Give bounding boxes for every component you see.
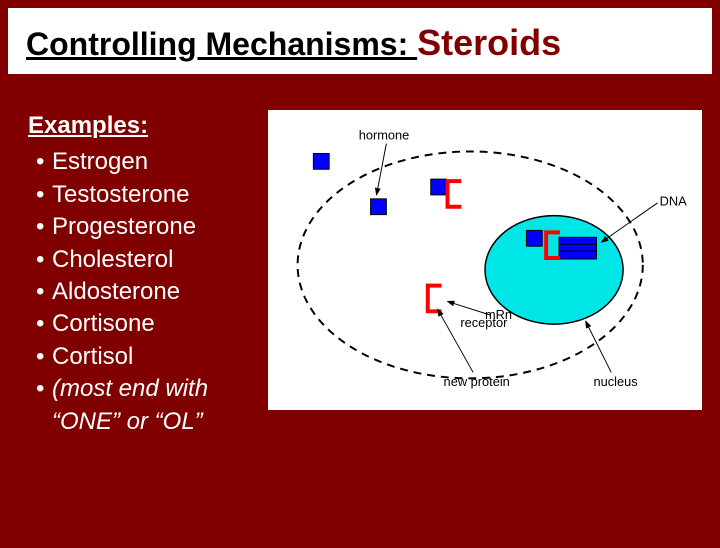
bullet-icon: •: [36, 244, 52, 276]
list-item: •Cortisone: [28, 308, 268, 340]
example-label: Cholesterol: [52, 246, 173, 273]
example-label: Testosterone: [52, 181, 189, 208]
examples-header: Examples:: [28, 110, 268, 142]
list-item: •(most end with: [28, 373, 268, 405]
hormone-icon: [313, 153, 329, 169]
content-row: Examples: •Estrogen •Testosterone •Proge…: [0, 74, 720, 438]
example-label: Cortisone: [52, 310, 155, 337]
list-item: •Testosterone: [28, 179, 268, 211]
bullet-icon: •: [36, 373, 52, 405]
diagram-svg: mRn hormone DNA receptor new protein nuc…: [268, 110, 702, 410]
receptor-icon: [448, 181, 462, 207]
bullet-icon: •: [36, 179, 52, 211]
list-item: •Progesterone: [28, 211, 268, 243]
list-item: •Estrogen: [28, 146, 268, 178]
bullet-icon: •: [36, 341, 52, 373]
list-item: •Aldosterone: [28, 276, 268, 308]
list-item: •Cholesterol: [28, 244, 268, 276]
example-label: Progesterone: [52, 213, 196, 240]
bullet-icon: •: [36, 276, 52, 308]
hormone-icon: [526, 230, 542, 246]
bullet-icon: •: [36, 146, 52, 178]
title-bar: Controlling Mechanisms: Steroids: [8, 8, 712, 74]
label-dna: DNA: [660, 194, 688, 209]
list-item: •Cortisol: [28, 341, 268, 373]
label-nucleus: nucleus: [594, 374, 638, 389]
examples-list: Examples: •Estrogen •Testosterone •Proge…: [28, 110, 268, 438]
label-new-protein: new protein: [444, 374, 510, 389]
bullet-icon: •: [36, 211, 52, 243]
example-note-line2: “ONE” or “OL”: [28, 406, 268, 438]
dna-block: [559, 237, 596, 259]
example-label: Aldosterone: [52, 278, 180, 305]
example-note-line1: (most end with: [52, 375, 208, 402]
steroid-mechanism-diagram: mRn hormone DNA receptor new protein nuc…: [268, 110, 702, 410]
example-label: Cortisol: [52, 343, 133, 370]
pointer-arrow: [601, 203, 657, 242]
hormone-icon: [431, 179, 447, 195]
hormone-icon: [371, 199, 387, 215]
label-receptor: receptor: [460, 315, 508, 330]
bullet-icon: •: [36, 308, 52, 340]
example-label: Estrogen: [52, 148, 148, 175]
title-accent-text: Steroids: [417, 22, 561, 63]
title-main-text: Controlling Mechanisms:: [26, 26, 417, 62]
label-hormone: hormone: [359, 128, 410, 143]
receptor-icon: [428, 286, 442, 312]
